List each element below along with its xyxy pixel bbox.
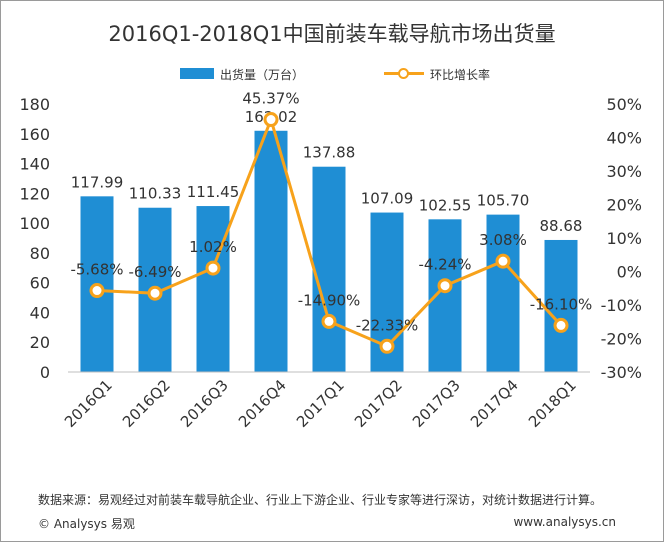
y-left-tick-label: 100 [19,214,50,233]
bar-value-label: 111.45 [187,183,240,201]
y-left-tick-label: 160 [19,125,50,144]
y-right-tick-label: 50% [606,95,642,114]
growth-value-label: -5.68% [70,261,123,279]
y-right-tick-label: 30% [606,162,642,181]
growth-value-label: -22.33% [356,316,419,334]
y-left-tick-label: 140 [19,155,50,174]
bar-2018Q1 [544,239,578,372]
y-left-tick-label: 80 [30,244,50,263]
bar-2017Q4 [486,214,520,372]
bar-value-label: 88.68 [540,217,583,235]
growth-value-label: 3.08% [479,231,527,249]
growth-marker-2016Q1 [89,283,105,299]
x-tick-label-2016Q4: 2016Q4 [235,376,290,431]
bar-value-label: 137.88 [303,144,356,162]
bar-value-label: 110.33 [129,185,182,203]
x-tick-label-2017Q3: 2017Q3 [409,376,464,431]
y-left-tick-label: 60 [30,274,50,293]
growth-marker-2016Q4 [263,112,279,128]
legend-bar-swatch [180,68,214,79]
y-left-tick-label: 0 [40,363,50,382]
growth-marker-2017Q1 [321,313,337,329]
x-tick-label-2018Q1: 2018Q1 [525,376,580,431]
y-left-tick-label: 120 [19,184,50,203]
x-tick-label-2016Q1: 2016Q1 [61,376,116,431]
growth-value-label: -14.90% [298,291,361,309]
x-tick-label-2016Q3: 2016Q3 [177,376,232,431]
growth-marker-2016Q3 [205,260,221,276]
y-left-tick-label: 20 [30,333,50,352]
y-right-tick-label: 20% [606,196,642,215]
bar-value-label: 117.99 [71,173,124,191]
y-right-tick-label: -10% [601,296,642,315]
site-url: www.analysys.cn [513,515,616,529]
y-right-tick-label: 0% [617,263,642,282]
growth-value-label: -4.24% [418,256,471,274]
copyright: © Analysys 易观 [38,517,135,531]
x-tick-label-2017Q4: 2017Q4 [467,376,522,431]
growth-marker-2017Q3 [437,278,453,294]
growth-marker-2017Q2 [379,338,395,354]
source-note: 数据来源：易观经过对前装车载导航企业、行业上下游企业、行业专家等进行深访，对统计… [38,493,603,507]
legend-label-growth: 环比增长率 [430,68,491,82]
growth-value-label: 1.02% [189,238,237,256]
bar-value-label: 102.55 [419,196,472,214]
growth-value-label: -6.49% [128,263,181,281]
y-left-tick-label: 40 [30,303,50,322]
x-tick-label-2017Q2: 2017Q2 [351,376,406,431]
growth-marker-2018Q1 [553,317,569,333]
growth-marker-2016Q2 [147,285,163,301]
legend-label-shipments: 出货量（万台） [220,68,305,82]
growth-marker-2017Q4 [495,253,511,269]
growth-value-label: -16.10% [530,295,593,313]
chart-title: 2016Q1-2018Q1中国前装车载导航市场出货量 [108,22,556,46]
y-left-tick-label: 180 [19,95,50,114]
legend-marker-icon [398,68,409,79]
y-right-tick-label: 10% [606,229,642,248]
y-right-tick-label: 40% [606,129,642,148]
bar-2016Q4 [254,130,288,372]
bar-value-label: 105.70 [477,192,530,210]
bar-value-label: 107.09 [361,190,414,208]
growth-value-label: 45.37% [242,90,299,108]
y-right-tick-label: -20% [601,330,642,349]
x-tick-label-2017Q1: 2017Q1 [293,376,348,431]
x-tick-label-2016Q2: 2016Q2 [119,376,174,431]
bar-2016Q3 [196,206,230,372]
y-right-tick-label: -30% [601,363,642,382]
bar-2017Q1 [312,166,346,372]
